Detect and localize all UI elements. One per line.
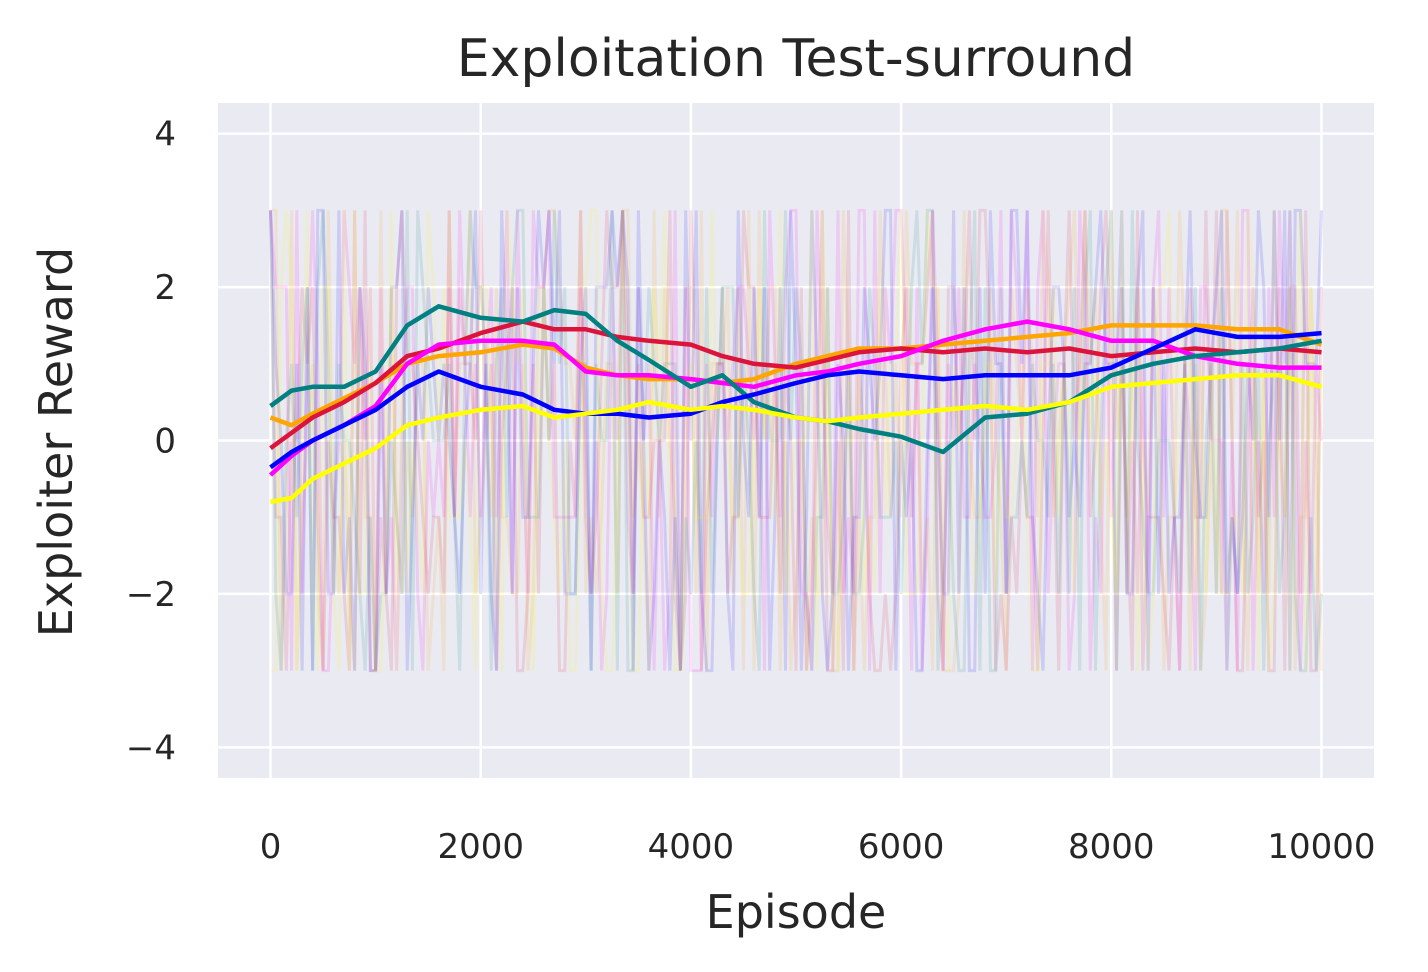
- grid-lines: [218, 103, 1374, 778]
- x-tick-label: 0: [260, 827, 282, 867]
- y-axis-label: Exploiter Reward: [29, 247, 83, 637]
- x-tick-label: 10000: [1267, 827, 1375, 867]
- x-tick-label: 6000: [858, 827, 945, 867]
- series-line-1: [269, 319, 1322, 451]
- smoothed-series-lines: [268, 304, 1323, 505]
- raw-trace: [269, 208, 1323, 673]
- chart-title: Exploitation Test-surround: [457, 29, 1135, 89]
- raw-trace: [270, 208, 1323, 673]
- y-tick-label: −2: [126, 575, 176, 615]
- series-line-5: [270, 373, 1323, 505]
- x-tick-label: 2000: [437, 827, 524, 867]
- y-tick-label: −4: [126, 728, 176, 768]
- x-tick-label: 4000: [648, 827, 735, 867]
- y-tick-label: 2: [154, 268, 176, 308]
- x-axis-label: Episode: [706, 885, 887, 939]
- series-line-3: [269, 304, 1322, 455]
- raw-trace: [270, 208, 1323, 673]
- x-axis-ticks: 0 2000 4000 6000 8000 10000: [260, 827, 1376, 867]
- x-tick-label: 8000: [1068, 827, 1155, 867]
- y-axis-ticks: −4 −2 0 2 4: [126, 115, 176, 769]
- series-line-4: [269, 327, 1322, 470]
- raw-trace: [269, 208, 1323, 673]
- series-line-0: [269, 323, 1323, 428]
- y-tick-label: 4: [154, 115, 176, 155]
- series-line-2: [268, 319, 1322, 477]
- raw-reward-traces: [269, 208, 1323, 673]
- y-tick-label: 0: [154, 422, 176, 462]
